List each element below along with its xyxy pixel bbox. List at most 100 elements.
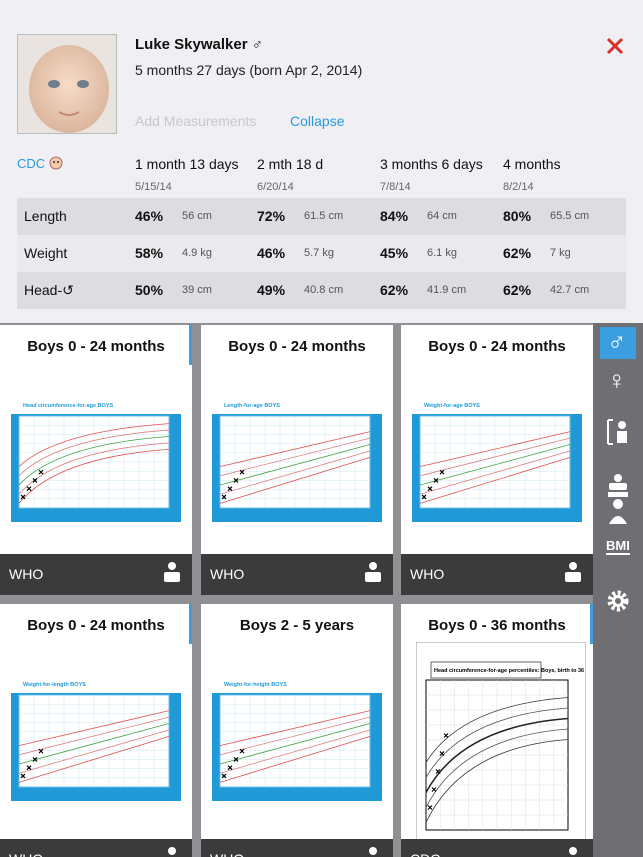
percentile-curve bbox=[18, 716, 170, 756]
chart-type-icon bbox=[365, 562, 381, 582]
add-measurements-button[interactable]: Add Measurements bbox=[135, 113, 257, 129]
measurement-marker bbox=[227, 765, 233, 771]
chart-card[interactable]: Boys 0 - 24 months Head circumference-for… bbox=[0, 325, 192, 595]
percentile-curve bbox=[419, 444, 571, 486]
column-date: 6/20/14 bbox=[257, 181, 294, 193]
percentile-curve bbox=[425, 717, 569, 793]
height-icon[interactable] bbox=[605, 498, 631, 526]
row-label: Head-↺ bbox=[24, 282, 74, 298]
measurement-marker bbox=[239, 469, 245, 475]
source-selector[interactable]: CDC bbox=[17, 156, 63, 171]
percentile-curve bbox=[18, 423, 170, 467]
chart-type-icon bbox=[369, 847, 377, 855]
icon-head bbox=[369, 847, 377, 855]
percentile-curve bbox=[18, 449, 170, 504]
weight-icon[interactable] bbox=[605, 473, 631, 499]
percentile-curve bbox=[425, 697, 569, 763]
percentile-curve bbox=[425, 739, 569, 823]
table-row bbox=[17, 198, 626, 235]
card-title: Boys 0 - 24 months bbox=[228, 338, 366, 355]
chart-card[interactable]: Boys 2 - 5 years Weight-for-height BOYS WH… bbox=[201, 604, 393, 857]
icon-body bbox=[565, 572, 581, 582]
card-footer: CDC bbox=[401, 839, 593, 857]
card-accent bbox=[590, 604, 593, 644]
avatar[interactable] bbox=[17, 34, 117, 134]
measurement: 4.9 kg bbox=[182, 247, 212, 259]
measurement-marker bbox=[20, 773, 26, 779]
measurement-marker bbox=[38, 469, 44, 475]
row-label: Weight bbox=[24, 245, 68, 261]
percentile-curve bbox=[219, 457, 371, 504]
chart-type-icon bbox=[565, 562, 581, 582]
card-footer: WHO bbox=[0, 839, 192, 857]
column-age: 2 mth 18 d bbox=[257, 156, 324, 172]
bmi-button[interactable]: BMI bbox=[606, 538, 630, 555]
icon-head bbox=[168, 562, 176, 570]
chart-header bbox=[212, 397, 382, 414]
chart-header bbox=[11, 676, 181, 693]
measurement-marker bbox=[38, 748, 44, 754]
chart-title: Length-for-age BOYS bbox=[224, 403, 280, 409]
chart-thumbnail: Weight-for-height BOYS bbox=[212, 676, 382, 801]
percentile-curve bbox=[219, 736, 371, 783]
female-filter[interactable]: ♀ bbox=[607, 365, 643, 397]
measurement-marker bbox=[239, 748, 245, 754]
icon-body bbox=[164, 572, 180, 582]
measurement: 39 cm bbox=[182, 284, 212, 296]
settings-button[interactable] bbox=[606, 589, 630, 613]
chart-title: Weight-for-age BOYS bbox=[424, 403, 480, 409]
percentile: 84% bbox=[380, 208, 409, 224]
percentile: 46% bbox=[135, 208, 164, 224]
card-footer: WHO bbox=[201, 839, 393, 857]
measurement-marker bbox=[26, 765, 32, 771]
percentile: 46% bbox=[257, 245, 286, 261]
column-date: 7/8/14 bbox=[380, 181, 411, 193]
chart-thumbnail: Length-for-age BOYS bbox=[212, 397, 382, 522]
measurement-marker bbox=[427, 486, 433, 492]
collapse-button[interactable]: Collapse bbox=[290, 113, 345, 129]
measurement-marker bbox=[427, 805, 433, 810]
percentile-curve bbox=[219, 729, 371, 774]
measurement-marker bbox=[227, 486, 233, 492]
percentile-curve bbox=[219, 431, 371, 467]
measurement-marker bbox=[431, 787, 437, 792]
column-age: 3 months 6 days bbox=[380, 156, 483, 172]
percentile-curve bbox=[18, 710, 170, 746]
percentile: 62% bbox=[380, 282, 409, 298]
table-row bbox=[17, 235, 626, 272]
measurement: 5.7 kg bbox=[304, 247, 334, 259]
percentile-curve bbox=[219, 716, 371, 756]
column-date: 5/15/14 bbox=[135, 181, 172, 193]
source-label: WHO bbox=[210, 851, 244, 857]
source-label: CDC bbox=[17, 156, 46, 171]
chart-card[interactable]: Boys 0 - 24 months Length-for-age BOYS WHO bbox=[201, 325, 393, 595]
source-label: WHO bbox=[410, 566, 445, 582]
close-button[interactable] bbox=[606, 37, 624, 55]
card-title: Boys 0 - 36 months bbox=[428, 617, 566, 634]
percentile-curve bbox=[219, 450, 371, 495]
percentile-curve bbox=[419, 450, 571, 495]
percentile-curve bbox=[18, 429, 170, 477]
measurement-marker bbox=[26, 486, 32, 492]
measurement-marker bbox=[443, 733, 449, 738]
chart-thumbnail: Weight-for-age BOYS bbox=[412, 397, 582, 522]
child-age: 5 months 27 days (born Apr 2, 2014) bbox=[135, 62, 363, 78]
source-label: WHO bbox=[210, 566, 245, 582]
chart-card[interactable]: Boys 0 - 36 months Head circumference-for… bbox=[401, 604, 593, 857]
length-icon[interactable] bbox=[605, 418, 631, 446]
chart-card[interactable]: Boys 0 - 24 months Weight-for-age BOYS WHO bbox=[401, 325, 593, 595]
chart-title: Weight-for-length BOYS bbox=[23, 682, 86, 688]
column-age: 4 months bbox=[503, 156, 561, 172]
chart-thumbnail: Head circumference-for-age percentiles: … bbox=[416, 642, 586, 842]
card-title: Boys 0 - 24 months bbox=[27, 338, 165, 355]
chart-type-icon bbox=[569, 847, 577, 855]
percentile-curve bbox=[18, 723, 170, 765]
percentile-curve bbox=[219, 437, 371, 477]
chart-card[interactable]: Boys 0 - 24 months Weight-for-length BOYS… bbox=[0, 604, 192, 857]
icon-head bbox=[168, 847, 176, 855]
male-filter[interactable]: ♂ bbox=[600, 327, 636, 359]
female-symbol: ♀ bbox=[607, 365, 627, 395]
measurement: 56 cm bbox=[182, 210, 212, 222]
percentile: 58% bbox=[135, 245, 164, 261]
measurement: 42.7 cm bbox=[550, 284, 590, 296]
